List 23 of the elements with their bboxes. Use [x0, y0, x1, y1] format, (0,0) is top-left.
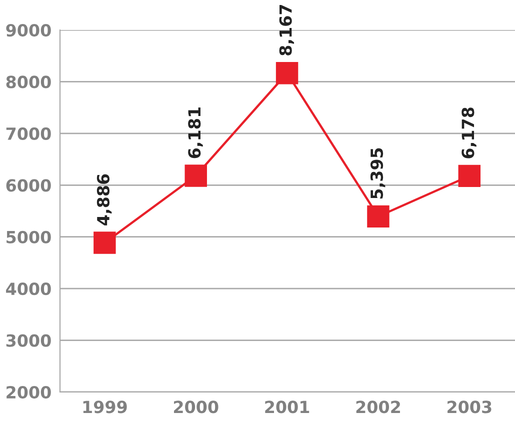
- point: [94, 232, 116, 254]
- data-label: 4,886: [96, 174, 112, 226]
- x-tick-label: 2003: [448, 400, 492, 414]
- data-label: 6,181: [188, 108, 203, 158]
- y-tick-label: 4000: [6, 282, 51, 296]
- y-tick-label: 5000: [6, 230, 51, 244]
- y-tick-label: 9000: [6, 24, 51, 37]
- point: [184, 164, 207, 187]
- y-tick-label: 2000: [6, 386, 51, 399]
- y-tick-label: 8000: [6, 76, 51, 88]
- x-tick-label: 1999: [83, 400, 127, 414]
- x-tick-label: 2000: [174, 400, 218, 414]
- point: [276, 62, 298, 84]
- data-label: 6,178: [462, 108, 476, 158]
- x-tick-label: 2002: [356, 400, 400, 414]
- x-tick-label: 2001: [265, 400, 310, 414]
- point: [367, 205, 390, 228]
- data-label: 5,395: [370, 148, 386, 198]
- y-tick-label: 7000: [6, 127, 51, 140]
- y-tick-label: 3000: [6, 334, 51, 347]
- data-label: 8,167: [279, 5, 294, 56]
- point: [458, 164, 481, 188]
- y-tick-label: 6000: [6, 179, 51, 192]
